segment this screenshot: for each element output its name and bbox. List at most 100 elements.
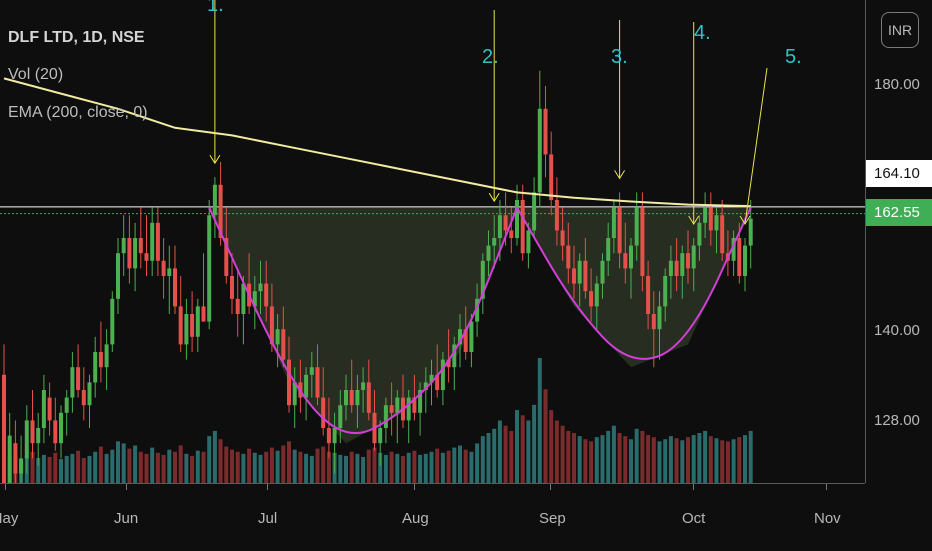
volume-bar [155,452,160,483]
time-axis[interactable]: May Jun Jul Aug Sep Oct Nov [0,483,865,551]
volume-bar [264,451,269,483]
volume-bar [195,450,200,483]
candle-body [178,306,183,345]
time-tick-label: Jul [258,510,278,527]
volume-bar [418,454,423,483]
volume-bar [190,455,195,483]
candle-body [423,382,428,390]
candle-body [127,238,132,269]
candle-body [446,359,451,368]
volume-bar [287,441,291,483]
candle-body [76,367,81,390]
volume-bar [668,436,673,483]
candle-body [224,238,229,276]
candle-body [435,374,440,390]
volume-bar [731,439,736,483]
cup-fill [209,207,517,444]
candle-body [509,230,514,238]
volume-bar [207,436,212,483]
candle-body [47,397,52,421]
candle-body [418,390,423,413]
volume-bar [178,445,183,483]
annotation-3: 3. [611,46,628,68]
candle-body [195,306,200,337]
symbol-title[interactable]: DLF LTD, 1D, NSE [8,29,145,46]
current-price-tag: 162.55 [866,199,932,226]
volume-bar [47,456,52,483]
volume-bar [104,453,109,483]
arrow-head [688,215,700,225]
candle-body [104,344,109,368]
candle-body [440,359,445,390]
candle-body [480,260,485,299]
volume-bar [212,430,217,483]
time-tick-label: Jun [114,510,139,527]
volume-bar [41,454,46,483]
volume-bar [475,443,480,483]
volume-bar [748,430,753,483]
ema-line [3,77,751,208]
candle-body [611,207,616,238]
candle-body [589,291,594,307]
price-chart[interactable] [0,0,865,535]
candle-body [458,329,462,345]
candle-body [258,283,263,292]
volume-bar [304,453,309,483]
volume-bar [258,454,263,483]
arrow-head [209,154,221,165]
candle-body [138,238,143,254]
candle-body [344,390,348,406]
volume-bar [440,452,445,483]
chart-plot-area[interactable]: DLF LTD, 1D, NSE Vol (20) EMA (200, clos… [0,0,865,535]
volume-bar [497,420,502,483]
volume-bar [321,446,326,483]
candle-body [520,200,525,254]
volume-bar [173,451,177,483]
candle-body [549,154,554,200]
volume-bar [634,428,639,483]
volume-bar [292,449,297,483]
candle-body [429,374,434,383]
candle-body [93,352,98,383]
candle-body [543,108,548,155]
candle-body [275,329,280,345]
candle-body [315,367,320,398]
cup-curve [208,207,518,435]
candle-body [30,420,35,444]
volume-bar [138,451,143,483]
volume-bar [133,445,138,483]
time-tick-label: Oct [682,510,706,527]
price-axis[interactable]: INR 180.00 140.00 128.00 164.10 162.55 [865,0,932,483]
candle-body [657,306,662,330]
candle-body [292,382,297,406]
volume-bar [663,439,668,483]
candle-body [201,306,206,322]
ema-indicator-label[interactable]: EMA (200, close, 0) [8,104,148,121]
volume-bar [446,450,451,483]
candle-body [64,397,69,413]
candle-body [554,200,559,231]
cup-curve [516,206,752,360]
volume-bar [583,439,588,483]
candle-body [452,344,457,368]
volume-bar [680,440,685,483]
candle-body [287,359,291,406]
candle-body [463,329,468,352]
candle-body [366,382,371,413]
volume-bar [161,454,166,483]
candle-body [475,298,480,322]
volume-bar [53,452,58,483]
volume-bar [503,425,508,483]
candle-body [41,390,46,428]
candle-body [13,443,18,474]
candle-body [150,222,155,261]
currency-label[interactable]: INR [881,12,919,48]
candle-body [668,260,673,276]
candle-body [651,314,656,330]
volume-bar [674,438,679,483]
candle-body [173,268,177,307]
volume-bar [617,433,622,483]
candle-body [708,207,713,231]
volume-bar [486,433,491,483]
volume-indicator-label[interactable]: Vol (20) [8,66,64,83]
